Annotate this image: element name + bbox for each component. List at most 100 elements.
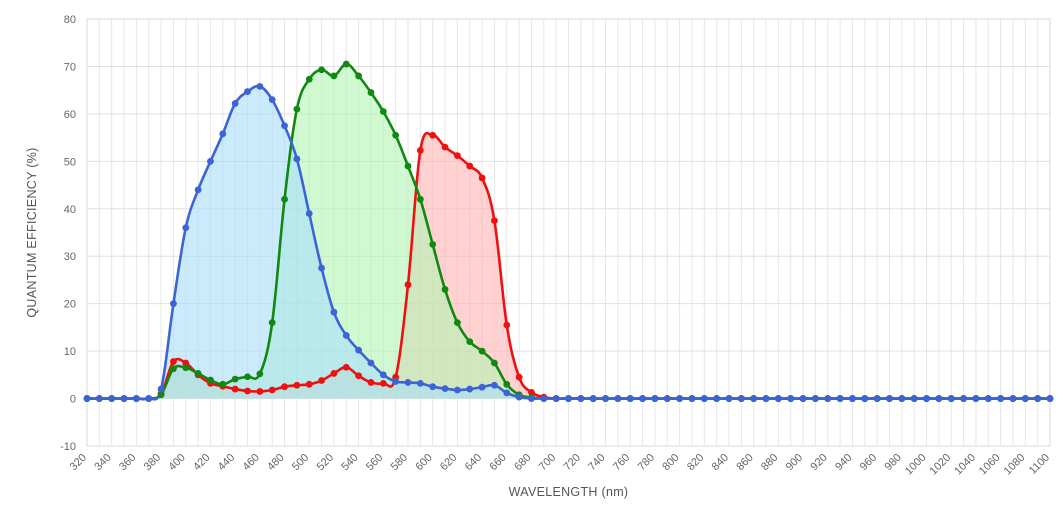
data-point bbox=[207, 376, 214, 384]
x-tick-label: 340 bbox=[92, 452, 113, 473]
x-tick-label: 1040 bbox=[952, 452, 978, 478]
data-point bbox=[453, 386, 461, 394]
data-point bbox=[194, 186, 202, 194]
data-point bbox=[972, 395, 980, 402]
data-point bbox=[305, 210, 313, 217]
x-tick-label: 380 bbox=[142, 452, 163, 473]
plot-frame bbox=[86, 18, 1051, 447]
series-points bbox=[83, 60, 1054, 402]
data-point bbox=[95, 395, 103, 402]
data-point bbox=[182, 364, 190, 372]
data-point bbox=[355, 372, 363, 380]
data-point bbox=[1046, 395, 1054, 402]
data-point bbox=[688, 395, 696, 402]
data-point bbox=[256, 82, 264, 90]
data-point bbox=[614, 395, 622, 402]
data-point bbox=[713, 395, 721, 402]
data-point bbox=[503, 380, 511, 388]
data-point bbox=[244, 387, 251, 395]
data-point bbox=[231, 100, 239, 107]
data-point bbox=[886, 395, 893, 402]
data-point bbox=[244, 373, 251, 381]
data-point bbox=[219, 380, 227, 388]
x-tick-label: 400 bbox=[166, 452, 187, 473]
x-tick-label: 800 bbox=[660, 452, 681, 473]
data-point bbox=[256, 370, 264, 378]
data-point bbox=[602, 395, 609, 402]
y-tick-label: -10 bbox=[60, 441, 76, 453]
data-point bbox=[120, 395, 128, 402]
data-point bbox=[503, 321, 511, 329]
data-point bbox=[528, 395, 535, 402]
data-point bbox=[441, 286, 449, 293]
data-point bbox=[565, 395, 572, 402]
x-tick-label: 820 bbox=[685, 452, 706, 473]
data-point bbox=[367, 359, 375, 367]
data-point bbox=[132, 395, 140, 402]
data-point bbox=[281, 383, 288, 391]
data-point bbox=[379, 108, 387, 115]
data-point bbox=[305, 75, 313, 83]
y-tick-label: 10 bbox=[64, 346, 76, 358]
data-point bbox=[466, 338, 474, 346]
data-point bbox=[355, 72, 363, 80]
x-tick-label: 500 bbox=[290, 452, 311, 473]
data-point bbox=[330, 72, 338, 80]
data-point bbox=[466, 162, 474, 170]
data-point bbox=[231, 375, 239, 383]
data-point bbox=[318, 264, 325, 272]
data-point bbox=[182, 359, 190, 367]
series-area-2 bbox=[87, 86, 1050, 400]
data-point bbox=[429, 131, 437, 139]
x-tick-label: 480 bbox=[265, 452, 286, 473]
x-tick-label: 860 bbox=[734, 452, 755, 473]
data-point bbox=[528, 388, 535, 396]
data-point bbox=[355, 346, 363, 354]
data-point bbox=[330, 308, 338, 316]
series-areas bbox=[87, 64, 1050, 400]
data-point bbox=[145, 395, 153, 402]
data-point bbox=[515, 393, 523, 401]
data-point bbox=[762, 395, 770, 402]
data-point bbox=[342, 332, 350, 339]
data-point bbox=[367, 379, 375, 386]
data-point bbox=[478, 347, 486, 355]
data-point bbox=[910, 395, 918, 402]
data-point bbox=[1009, 395, 1017, 402]
x-tick-label: 1080 bbox=[1002, 452, 1028, 478]
data-point bbox=[416, 147, 424, 154]
data-point bbox=[491, 359, 498, 367]
data-point bbox=[552, 395, 560, 402]
x-tick-label: 680 bbox=[512, 452, 533, 473]
x-tick-label: 760 bbox=[611, 452, 632, 473]
y-axis-tick-labels: -10 0 10 20 30 40 50 60 70 80 bbox=[60, 14, 76, 453]
x-tick-label: 460 bbox=[241, 452, 262, 473]
x-tick-label: 740 bbox=[586, 452, 607, 473]
data-point bbox=[392, 131, 400, 139]
data-point bbox=[799, 395, 807, 402]
data-point bbox=[182, 224, 190, 232]
x-axis-title: WAVELENGTH (nm) bbox=[509, 485, 629, 499]
data-point bbox=[984, 395, 992, 402]
data-point bbox=[947, 395, 955, 402]
data-point bbox=[453, 319, 461, 327]
data-point bbox=[540, 395, 548, 402]
data-point bbox=[676, 395, 684, 402]
x-tick-label: 880 bbox=[759, 452, 780, 473]
x-tick-label: 1000 bbox=[903, 452, 929, 478]
data-point bbox=[305, 380, 313, 388]
data-point bbox=[861, 395, 869, 402]
data-point bbox=[429, 240, 437, 248]
data-point bbox=[170, 300, 177, 308]
x-tick-label: 660 bbox=[487, 452, 508, 473]
data-point bbox=[379, 371, 387, 379]
x-tick-label: 640 bbox=[463, 452, 484, 473]
data-point bbox=[268, 319, 276, 327]
x-tick-label: 980 bbox=[883, 452, 904, 473]
data-point bbox=[404, 162, 412, 170]
y-tick-label: 40 bbox=[64, 204, 76, 216]
data-point bbox=[268, 96, 276, 104]
x-tick-label: 540 bbox=[339, 452, 360, 473]
y-tick-label: 30 bbox=[64, 251, 76, 263]
data-point bbox=[812, 395, 819, 402]
